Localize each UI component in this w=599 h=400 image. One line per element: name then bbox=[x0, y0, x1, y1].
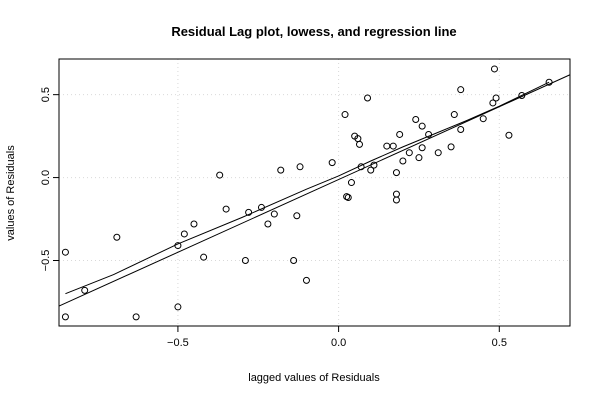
grid-lines bbox=[59, 59, 570, 326]
data-point bbox=[370, 161, 378, 169]
data-point bbox=[392, 196, 400, 204]
data-point bbox=[383, 142, 391, 150]
data-point bbox=[457, 86, 465, 94]
data-point bbox=[357, 163, 365, 171]
data-point bbox=[490, 65, 498, 73]
data-point bbox=[489, 99, 497, 107]
data-point bbox=[180, 230, 188, 238]
data-point bbox=[241, 256, 249, 264]
y-tick-label: 0.5 bbox=[40, 87, 52, 102]
data-point bbox=[447, 143, 455, 151]
data-point bbox=[518, 91, 526, 99]
data-point bbox=[245, 208, 253, 216]
data-point bbox=[344, 193, 352, 201]
x-axis-label: lagged values of Residuals bbox=[248, 372, 380, 384]
data-point bbox=[425, 130, 433, 138]
plot-frame bbox=[58, 58, 571, 327]
data-point bbox=[405, 149, 413, 157]
y-axis-label: values of Residuals bbox=[5, 145, 17, 241]
scatter-points bbox=[61, 65, 553, 321]
data-point bbox=[200, 253, 208, 261]
x-tick-label: −0.5 bbox=[167, 337, 189, 349]
data-point bbox=[434, 149, 442, 157]
data-point bbox=[341, 111, 349, 119]
data-point bbox=[396, 130, 404, 138]
data-point bbox=[270, 210, 278, 218]
data-point bbox=[174, 242, 182, 250]
y-tick-label: −0.5 bbox=[40, 250, 52, 272]
data-point bbox=[412, 116, 420, 124]
data-point bbox=[418, 122, 426, 130]
lowess-curve bbox=[65, 81, 550, 295]
data-point bbox=[364, 94, 372, 102]
data-point bbox=[505, 131, 513, 139]
data-point bbox=[302, 276, 310, 284]
data-point bbox=[113, 233, 121, 241]
data-point bbox=[264, 220, 272, 228]
data-point bbox=[328, 159, 336, 167]
regression-line bbox=[58, 74, 571, 307]
data-point bbox=[392, 169, 400, 177]
data-point bbox=[450, 111, 458, 119]
data-point bbox=[61, 313, 69, 321]
data-point bbox=[296, 163, 304, 171]
data-point bbox=[347, 179, 355, 187]
data-point bbox=[392, 190, 400, 198]
data-point bbox=[418, 144, 426, 152]
data-point bbox=[355, 140, 363, 148]
data-point bbox=[257, 203, 265, 211]
data-point bbox=[545, 78, 553, 86]
data-point bbox=[174, 303, 182, 311]
data-point bbox=[479, 115, 487, 123]
data-point bbox=[457, 125, 465, 133]
data-point bbox=[132, 313, 140, 321]
data-point bbox=[389, 142, 397, 150]
data-point bbox=[61, 248, 69, 256]
data-point bbox=[81, 286, 89, 294]
data-point bbox=[222, 205, 230, 213]
data-point bbox=[492, 94, 500, 102]
data-point bbox=[367, 166, 375, 174]
x-tick-label: 0.0 bbox=[331, 337, 346, 349]
fit-lines bbox=[58, 74, 571, 307]
axes: −0.5 0.0 0.5 −0.5 0.0 0.5 bbox=[40, 87, 507, 349]
y-tick-label: 0.0 bbox=[40, 170, 52, 185]
data-point bbox=[293, 212, 301, 220]
chart-title: Residual Lag plot, lowess, and regressio… bbox=[171, 24, 456, 39]
data-point bbox=[190, 220, 198, 228]
data-point bbox=[216, 171, 224, 179]
x-tick-label: 0.5 bbox=[492, 337, 507, 349]
data-point bbox=[415, 154, 423, 162]
data-point bbox=[277, 166, 285, 174]
data-point bbox=[399, 157, 407, 165]
data-point bbox=[290, 256, 298, 264]
